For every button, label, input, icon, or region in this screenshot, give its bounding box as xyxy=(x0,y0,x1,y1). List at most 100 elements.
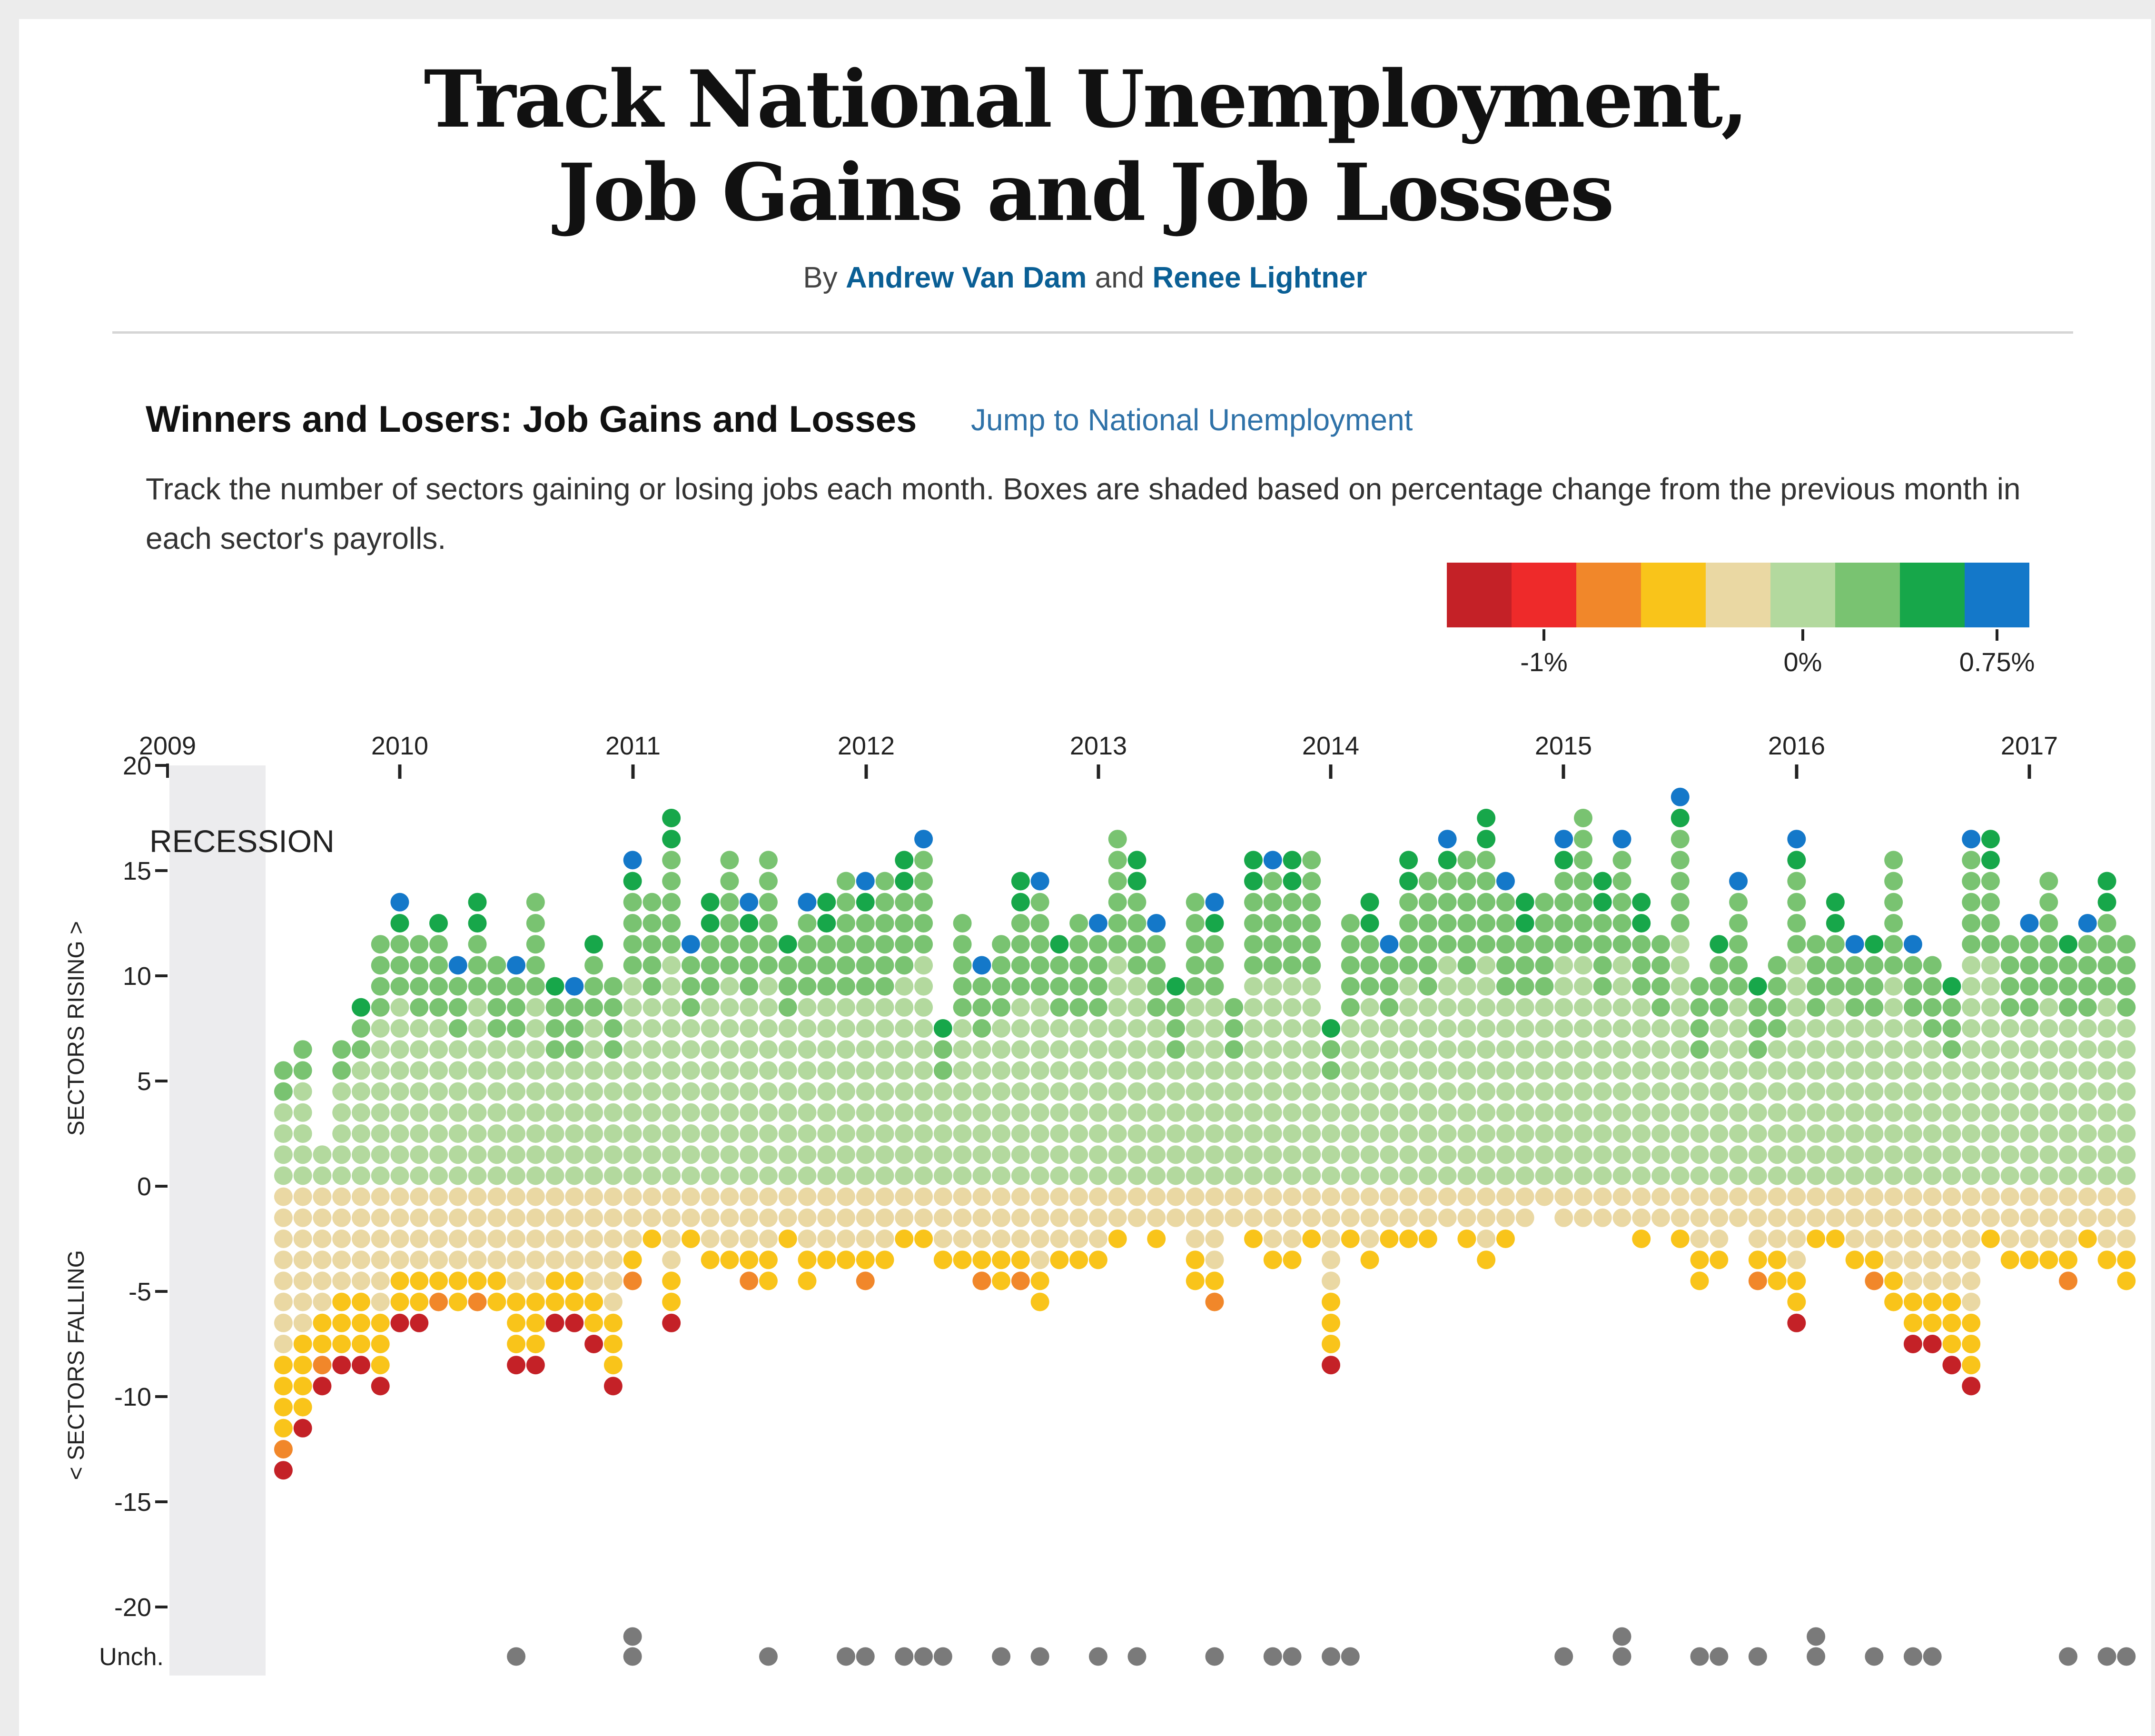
rising-sector-dot xyxy=(1884,872,1903,891)
rising-sector-dot xyxy=(1729,872,1748,891)
falling-sector-dot xyxy=(1554,1208,1573,1227)
rising-sector-dot xyxy=(856,1103,875,1122)
falling-sector-dot xyxy=(1942,1313,1961,1332)
rising-sector-dot xyxy=(856,1124,875,1143)
rising-sector-dot xyxy=(1127,998,1147,1017)
rising-sector-dot xyxy=(2039,1019,2058,1038)
falling-sector-dot xyxy=(778,1230,797,1248)
rising-sector-dot xyxy=(448,956,467,975)
falling-sector-dot xyxy=(720,1250,739,1270)
rising-sector-dot xyxy=(1923,1166,1942,1185)
rising-sector-dot xyxy=(1283,998,1302,1017)
rising-sector-dot xyxy=(740,1061,759,1080)
rising-sector-dot xyxy=(1360,893,1379,912)
rising-sector-dot xyxy=(1807,1103,1826,1122)
falling-sector-dot xyxy=(953,1187,972,1206)
falling-sector-dot xyxy=(1612,1208,1631,1227)
falling-sector-dot xyxy=(817,1230,836,1248)
rising-sector-dot xyxy=(1981,1040,2000,1059)
rising-sector-dot xyxy=(1438,1103,1457,1122)
unchanged-sector-dot xyxy=(837,1647,856,1666)
rising-sector-dot xyxy=(2078,1145,2097,1164)
rising-sector-dot xyxy=(1108,1145,1127,1164)
rising-sector-dot xyxy=(1748,1145,1767,1164)
falling-sector-dot xyxy=(1962,1356,1981,1375)
rising-sector-dot xyxy=(1651,977,1671,996)
rising-sector-dot xyxy=(410,1082,429,1101)
falling-sector-dot xyxy=(1496,1208,1515,1227)
rising-sector-dot xyxy=(487,1040,506,1059)
author-link-1[interactable]: Andrew Van Dam xyxy=(845,261,1087,294)
rising-sector-dot xyxy=(1807,998,1826,1017)
rising-sector-dot xyxy=(972,1124,991,1143)
falling-sector-dot xyxy=(1768,1208,1787,1227)
rising-sector-dot xyxy=(1903,1166,1922,1185)
falling-sector-dot xyxy=(293,1230,312,1248)
rising-sector-dot xyxy=(507,977,526,996)
rising-sector-dot xyxy=(2117,977,2136,996)
rising-sector-dot xyxy=(390,1082,409,1101)
rising-sector-dot xyxy=(1108,851,1127,870)
rising-sector-dot xyxy=(1787,830,1806,849)
rising-sector-dot xyxy=(1302,1040,1321,1059)
rising-sector-dot xyxy=(1127,914,1147,932)
legend-swatch xyxy=(1641,563,1706,627)
rising-sector-dot xyxy=(759,893,778,912)
rising-sector-dot xyxy=(429,998,448,1017)
rising-sector-dot xyxy=(584,1082,603,1101)
falling-sector-dot xyxy=(701,1250,720,1270)
rising-sector-dot xyxy=(1962,1082,1981,1101)
rising-sector-dot xyxy=(1981,1166,2000,1185)
rising-sector-dot xyxy=(487,1124,506,1143)
rising-sector-dot xyxy=(332,1166,351,1185)
y-tick-label: 10 xyxy=(123,962,151,991)
rising-sector-dot xyxy=(1787,1145,1806,1164)
rising-sector-dot xyxy=(1399,893,1418,912)
rising-sector-dot xyxy=(1399,935,1418,954)
falling-sector-dot xyxy=(1981,1230,2000,1248)
rising-sector-dot xyxy=(740,1019,759,1038)
rising-sector-dot xyxy=(1477,1040,1496,1059)
falling-sector-dot xyxy=(2117,1208,2136,1227)
rising-sector-dot xyxy=(1263,851,1282,870)
falling-sector-dot xyxy=(1748,1250,1767,1270)
rising-sector-dot xyxy=(643,1166,662,1185)
rising-sector-dot xyxy=(895,998,914,1017)
rising-sector-dot xyxy=(1671,872,1690,891)
rising-sector-dot xyxy=(1554,1124,1573,1143)
rising-sector-dot xyxy=(507,956,526,975)
falling-sector-dot xyxy=(933,1250,952,1270)
rising-sector-dot xyxy=(895,1103,914,1122)
falling-sector-dot xyxy=(332,1292,351,1311)
falling-sector-dot xyxy=(992,1250,1011,1270)
falling-sector-dot xyxy=(972,1208,991,1227)
falling-sector-dot xyxy=(837,1250,856,1270)
rising-sector-dot xyxy=(1186,1103,1205,1122)
rising-sector-dot xyxy=(1768,1061,1787,1080)
rising-sector-dot xyxy=(1127,872,1147,891)
jump-to-unemployment-link[interactable]: Jump to National Unemployment xyxy=(971,403,1413,437)
rising-sector-dot xyxy=(1147,1103,1166,1122)
falling-sector-dot xyxy=(1477,1208,1496,1227)
rising-sector-dot xyxy=(1011,893,1030,912)
rising-sector-dot xyxy=(2059,956,2078,975)
falling-sector-dot xyxy=(545,1250,564,1270)
rising-sector-dot xyxy=(1593,956,1612,975)
author-link-2[interactable]: Renee Lightner xyxy=(1152,261,1367,294)
rising-sector-dot xyxy=(468,977,487,996)
rising-sector-dot xyxy=(1573,851,1592,870)
rising-sector-dot xyxy=(1011,977,1030,996)
rising-sector-dot xyxy=(1923,1124,1942,1143)
rising-sector-dot xyxy=(487,1103,506,1122)
falling-sector-dot xyxy=(2000,1187,2019,1206)
rising-sector-dot xyxy=(1088,1145,1107,1164)
rising-sector-dot xyxy=(1554,956,1573,975)
rising-sector-dot xyxy=(992,1040,1011,1059)
rising-sector-dot xyxy=(1011,935,1030,954)
rising-sector-dot xyxy=(837,1061,856,1080)
falling-sector-dot xyxy=(1554,1187,1573,1206)
rising-sector-dot xyxy=(972,1145,991,1164)
rising-sector-dot xyxy=(1205,914,1224,932)
falling-sector-dot xyxy=(1942,1250,1961,1270)
rising-sector-dot xyxy=(895,914,914,932)
